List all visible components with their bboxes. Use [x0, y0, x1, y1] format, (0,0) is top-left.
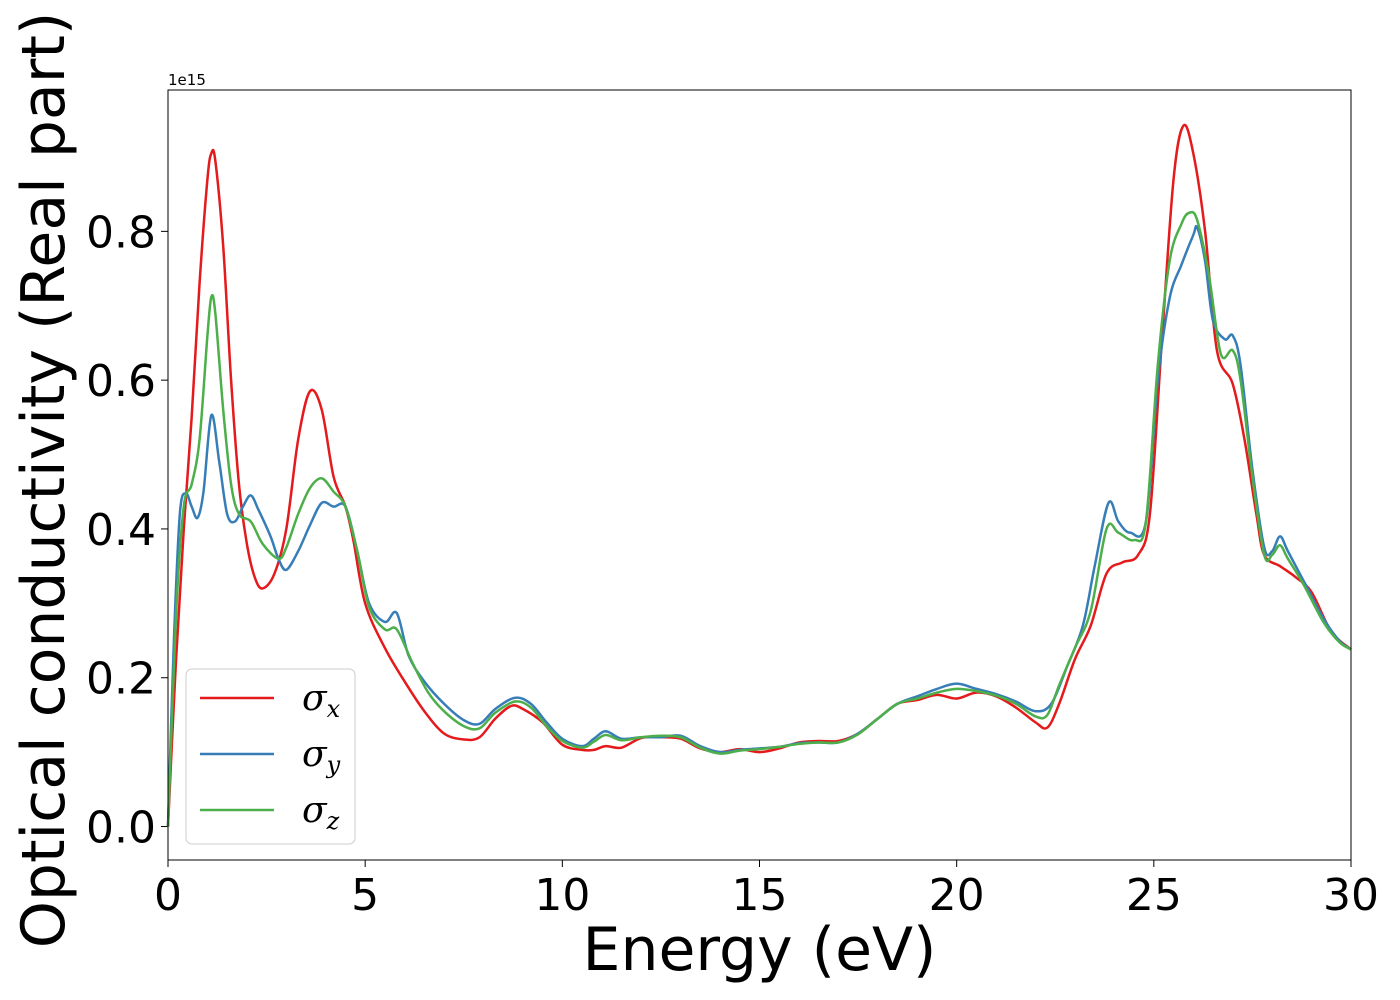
- y-tick-label: 0.2: [86, 654, 156, 705]
- x-tick-label: 25: [1126, 870, 1182, 921]
- x-tick-label: 5: [351, 870, 379, 921]
- x-tick-label: 10: [534, 870, 590, 921]
- y-tick-label: 0.6: [86, 356, 156, 407]
- legend-box: [185, 668, 356, 845]
- legend-label-y: σy: [302, 734, 341, 779]
- series-lines: [166, 123, 1352, 827]
- legend-label-x: σx: [302, 678, 341, 723]
- x-axis-ticks: 0 5 10 15 20 25 30: [154, 860, 1379, 921]
- y-axis-label: Optical conductivity (Real part): [9, 12, 79, 949]
- x-tick-label: 20: [929, 870, 985, 921]
- plot-frame: [167, 89, 1352, 861]
- series-line-z: [166, 210, 1352, 827]
- legend-symbol: σ: [302, 734, 328, 775]
- series-line-y: [166, 224, 1352, 827]
- legend-label-z: σz: [302, 790, 340, 835]
- y-tick-label: 0.8: [86, 207, 156, 258]
- legend-symbol: σ: [302, 790, 328, 831]
- legend-subscript: y: [326, 751, 341, 779]
- x-tick-label: 30: [1323, 870, 1379, 921]
- series-line-x: [166, 123, 1352, 827]
- y-axis-ticks: 0.0 0.2 0.4 0.6 0.8: [86, 207, 168, 854]
- legend-subscript: x: [327, 695, 341, 723]
- y-axis-offset-label: 1e15: [168, 71, 206, 89]
- legend-symbol: σ: [302, 678, 328, 719]
- x-tick-label: 0: [154, 870, 182, 921]
- x-tick-label: 15: [732, 870, 788, 921]
- x-axis-label: Energy (eV): [583, 915, 937, 985]
- legend-subscript: z: [326, 807, 340, 835]
- y-tick-label: 0.4: [86, 505, 156, 556]
- y-tick-label: 0.0: [86, 803, 156, 854]
